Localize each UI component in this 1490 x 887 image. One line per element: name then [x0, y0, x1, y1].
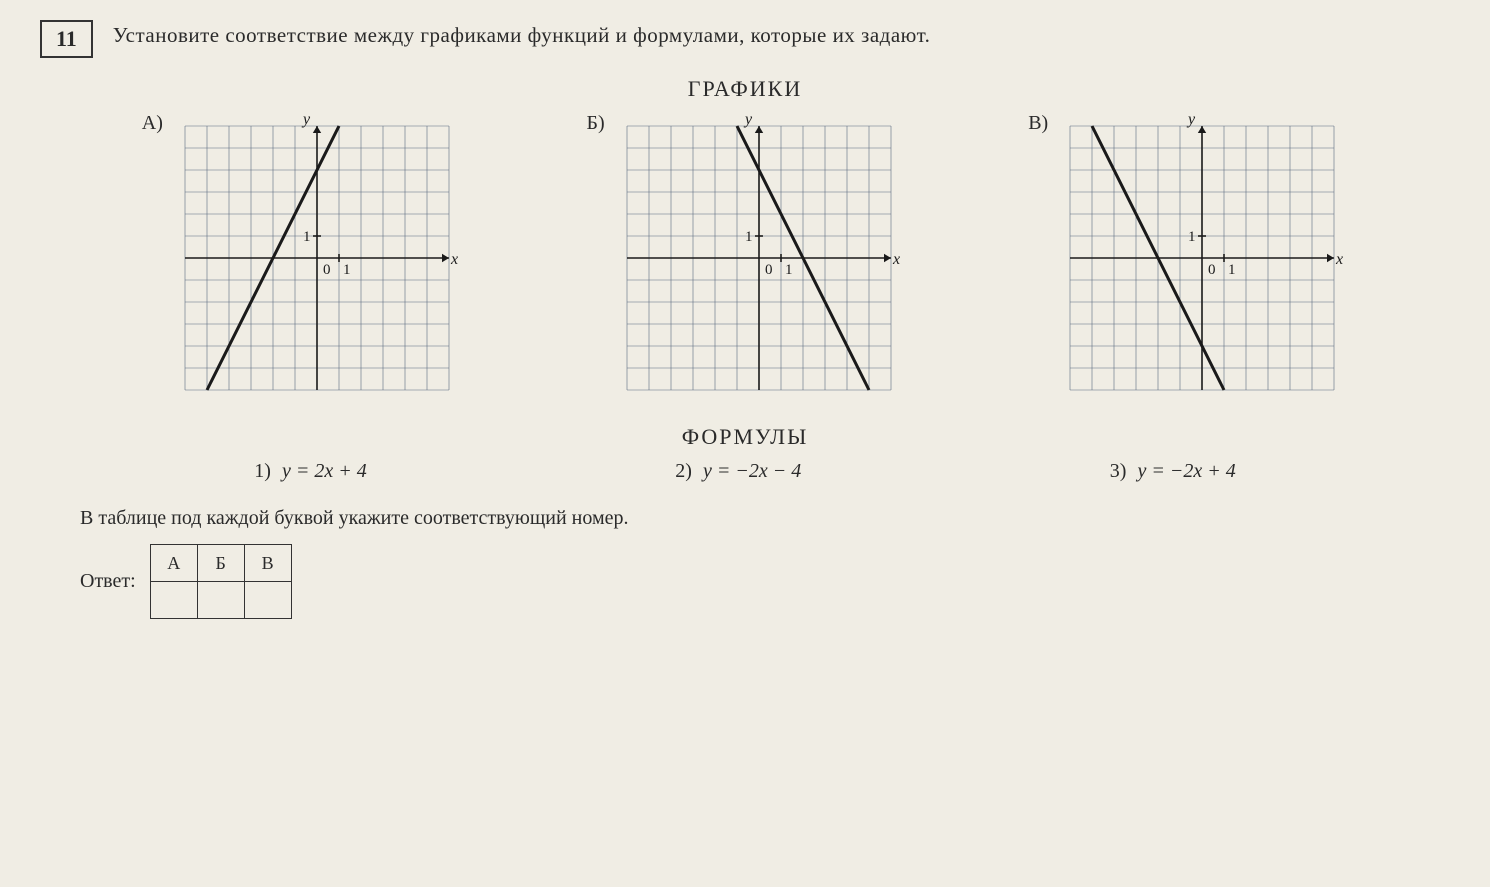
- graph-b-block: Б) xy011: [586, 112, 904, 404]
- graphs-section-title: ГРАФИКИ: [40, 76, 1450, 102]
- svg-text:y: y: [1186, 112, 1196, 128]
- svg-text:1: 1: [343, 262, 351, 278]
- instruction-text: В таблице под каждой буквой укажите соот…: [80, 507, 1450, 530]
- svg-text:1: 1: [785, 262, 793, 278]
- problem-number: 11: [40, 20, 93, 58]
- answer-header-b: Б: [197, 545, 244, 582]
- svg-text:x: x: [1335, 251, 1343, 268]
- formulas-section-title: ФОРМУЛЫ: [40, 424, 1450, 450]
- svg-text:1: 1: [1228, 262, 1236, 278]
- answer-header-a: А: [150, 545, 197, 582]
- formula-2-expr: y = −2x − 4: [703, 460, 801, 482]
- graph-v: xy011: [1056, 112, 1348, 404]
- problem-prompt: Установите соответствие между графиками …: [113, 20, 1450, 52]
- svg-text:1: 1: [303, 229, 311, 245]
- graph-v-block: В) xy011: [1028, 112, 1348, 404]
- svg-text:y: y: [301, 112, 311, 128]
- graph-a-block: А) xy011: [142, 112, 463, 404]
- graph-label-v: В): [1028, 112, 1048, 135]
- graphs-row: А) xy011 Б) xy011 В) xy011: [80, 112, 1410, 404]
- svg-text:y: y: [743, 112, 753, 128]
- svg-text:0: 0: [1208, 262, 1216, 278]
- answer-cell-b[interactable]: [197, 582, 244, 619]
- svg-text:0: 0: [765, 262, 773, 278]
- graph-label-a: А): [142, 112, 163, 135]
- formula-3-expr: y = −2x + 4: [1137, 460, 1235, 482]
- formula-2: 2) y = −2x − 4: [675, 460, 801, 483]
- graph-label-b: Б): [586, 112, 604, 135]
- graph-a: xy011: [171, 112, 463, 404]
- answer-cell-a[interactable]: [150, 582, 197, 619]
- answer-row: Ответ: А Б В: [80, 544, 1450, 619]
- formula-1-num: 1): [254, 460, 271, 482]
- formula-3-num: 3): [1110, 460, 1127, 482]
- formula-2-num: 2): [675, 460, 692, 482]
- svg-text:1: 1: [1188, 229, 1196, 245]
- formula-3: 3) y = −2x + 4: [1110, 460, 1236, 483]
- formulas-row: 1) y = 2x + 4 2) y = −2x − 4 3) y = −2x …: [100, 460, 1390, 483]
- answer-label: Ответ:: [80, 570, 136, 593]
- svg-text:1: 1: [745, 229, 753, 245]
- formula-1: 1) y = 2x + 4: [254, 460, 366, 483]
- answer-cell-v[interactable]: [244, 582, 291, 619]
- answer-table: А Б В: [150, 544, 292, 619]
- svg-text:x: x: [450, 251, 458, 268]
- graph-b: xy011: [613, 112, 905, 404]
- formula-1-expr: y = 2x + 4: [282, 460, 367, 482]
- svg-text:0: 0: [323, 262, 331, 278]
- svg-text:x: x: [892, 251, 900, 268]
- answer-header-v: В: [244, 545, 291, 582]
